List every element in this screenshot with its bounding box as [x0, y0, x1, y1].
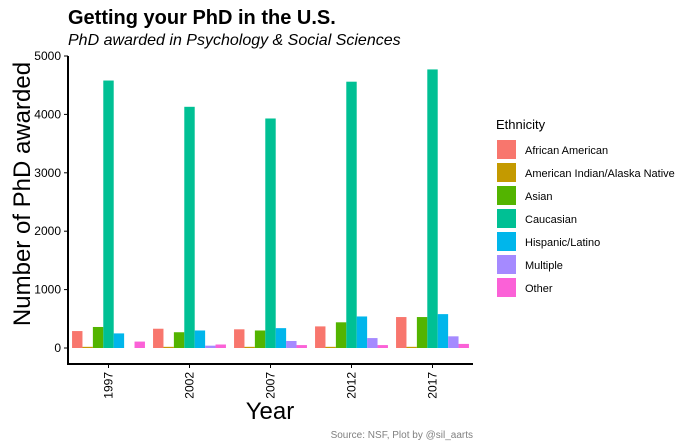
- bar-american-indian-alaska-native-2002: [163, 346, 174, 348]
- bar-african-american-1997: [72, 331, 83, 348]
- bar-caucasian-2002: [184, 106, 195, 348]
- legend-label: Other: [525, 283, 553, 295]
- bar-hispanic-latino-2007: [275, 328, 287, 348]
- bar-other-2002: [215, 344, 226, 348]
- bar-american-indian-alaska-native-2012: [325, 346, 336, 348]
- bar-multiple-2002: [205, 345, 216, 348]
- bar-multiple-2017: [448, 336, 459, 348]
- legend-swatch: [497, 232, 516, 251]
- chart-title: Getting your PhD in the U.S.: [68, 7, 336, 29]
- bar-african-american-2002: [153, 328, 164, 348]
- legend-swatch: [497, 140, 516, 159]
- caption: Source: NSF, Plot by @sil_aarts: [331, 430, 473, 441]
- legend-label: Multiple: [525, 260, 563, 272]
- x-tick-label: 2002: [183, 372, 197, 399]
- bar-asian-2017: [416, 317, 428, 348]
- bar-other-1997: [134, 341, 145, 348]
- bar-asian-2007: [254, 330, 266, 348]
- legend-title: Ethnicity: [496, 117, 546, 132]
- y-axis-ticks: 0 1000 2000 3000 4000 5000: [34, 49, 68, 355]
- bar-african-american-2017: [396, 317, 407, 348]
- y-axis-title: Number of PhD awarded: [9, 62, 36, 326]
- bar-asian-2002: [173, 332, 185, 348]
- bars: [72, 69, 469, 349]
- y-tick-label: 5000: [34, 49, 61, 63]
- bar-hispanic-latino-2002: [194, 330, 206, 348]
- legend-label: American Indian/Alaska Native: [525, 168, 675, 180]
- bar-hispanic-latino-1997: [113, 333, 125, 348]
- y-tick-label: 1000: [34, 283, 61, 297]
- x-axis-ticks: 1997 2002 2007 2012 2017: [102, 364, 440, 399]
- bar-caucasian-2012: [346, 81, 357, 349]
- legend-swatch: [497, 163, 516, 182]
- y-tick-label: 2000: [34, 224, 61, 238]
- legend: African American American Indian/Alaska N…: [497, 140, 675, 297]
- bar-american-indian-alaska-native-2017: [406, 346, 417, 348]
- legend-label: Asian: [525, 191, 553, 203]
- y-tick-label: 0: [54, 341, 61, 355]
- legend-label: Caucasian: [525, 214, 577, 226]
- legend-label: African American: [525, 145, 608, 157]
- legend-swatch: [497, 278, 516, 297]
- bar-caucasian-2017: [427, 69, 438, 348]
- legend-swatch: [497, 209, 516, 228]
- legend-swatch: [497, 255, 516, 274]
- x-tick-label: 1997: [102, 372, 116, 399]
- bar-caucasian-1997: [103, 80, 114, 348]
- x-axis-title: Year: [246, 398, 295, 425]
- x-tick-label: 2017: [426, 372, 440, 399]
- bar-asian-1997: [92, 326, 104, 348]
- legend-swatch: [497, 186, 516, 205]
- bar-other-2007: [296, 345, 307, 348]
- bar-multiple-2007: [286, 340, 297, 348]
- bar-american-indian-alaska-native-2007: [244, 346, 255, 348]
- chart-subtitle: PhD awarded in Psychology & Social Scien…: [68, 32, 401, 49]
- bar-other-2012: [377, 345, 388, 348]
- bar-african-american-2012: [315, 326, 326, 348]
- bar-other-2017: [458, 343, 469, 348]
- y-tick-label: 4000: [34, 107, 61, 121]
- bar-caucasian-2007: [265, 118, 276, 348]
- x-tick-label: 2007: [264, 372, 278, 399]
- bar-asian-2012: [335, 322, 347, 348]
- bar-hispanic-latino-2017: [437, 314, 449, 348]
- bar-american-indian-alaska-native-1997: [82, 346, 93, 348]
- legend-label: Hispanic/Latino: [525, 237, 600, 249]
- bar-african-american-2007: [234, 329, 245, 348]
- bar-multiple-2012: [367, 338, 378, 348]
- bar-hispanic-latino-2012: [356, 316, 368, 348]
- y-tick-label: 3000: [34, 166, 61, 180]
- x-tick-label: 2012: [345, 372, 359, 399]
